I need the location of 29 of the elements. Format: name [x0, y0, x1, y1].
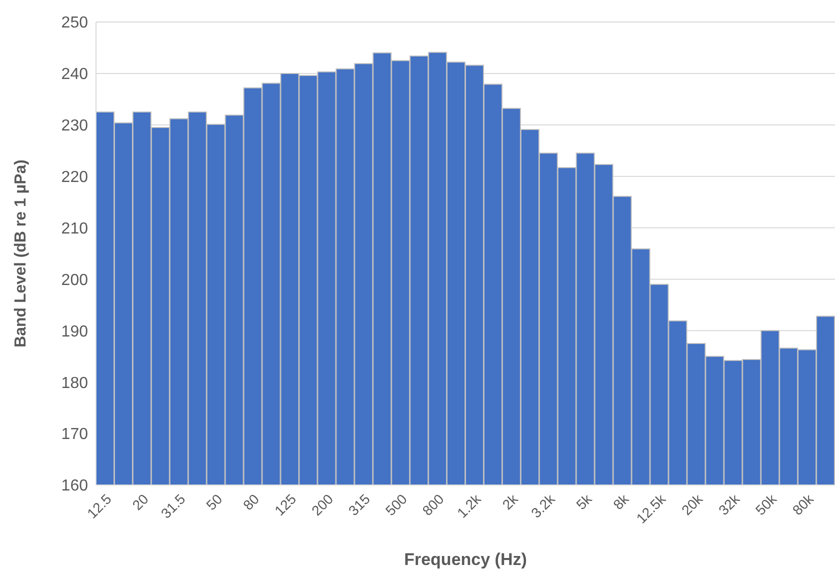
x-tick-label: 20 [129, 490, 152, 514]
x-tick-label: 3.2k [528, 490, 558, 521]
x-axis-title: Frequency (Hz) [404, 550, 527, 569]
y-tick-label: 250 [61, 14, 88, 32]
y-tick-label: 210 [61, 220, 88, 238]
y-tick-label: 230 [61, 118, 88, 135]
x-tick-label: 500 [382, 490, 410, 519]
x-tick-label: 32k [715, 490, 744, 518]
x-tick-label: 50k [752, 490, 780, 518]
y-tick-label: 190 [61, 323, 88, 340]
x-tick-label: 80 [240, 490, 262, 514]
x-tick-label: 20k [678, 490, 706, 518]
x-tick-label: 8k [610, 490, 632, 513]
y-tick-label: 220 [61, 169, 88, 186]
x-tick-label: 1.2k [454, 490, 485, 521]
x-tick-label: 125 [271, 490, 300, 519]
y-tick-label: 160 [61, 478, 88, 495]
y-tick-label: 170 [61, 426, 88, 444]
x-tick-label: 200 [308, 490, 336, 519]
y-tick-label: 180 [61, 374, 88, 392]
x-tick-label: 315 [345, 490, 374, 519]
x-tick-label: 80k [789, 490, 818, 518]
x-tick-label: 50 [202, 490, 226, 514]
x-tick-label: 5k [572, 490, 596, 513]
y-tick-label: 240 [61, 66, 88, 84]
x-tick-label: 800 [419, 490, 448, 519]
y-axis-title: Band Level (dB re 1 µPa) [12, 160, 30, 348]
y-tick-label: 200 [61, 272, 88, 289]
x-tick-label: 2k [499, 490, 522, 513]
